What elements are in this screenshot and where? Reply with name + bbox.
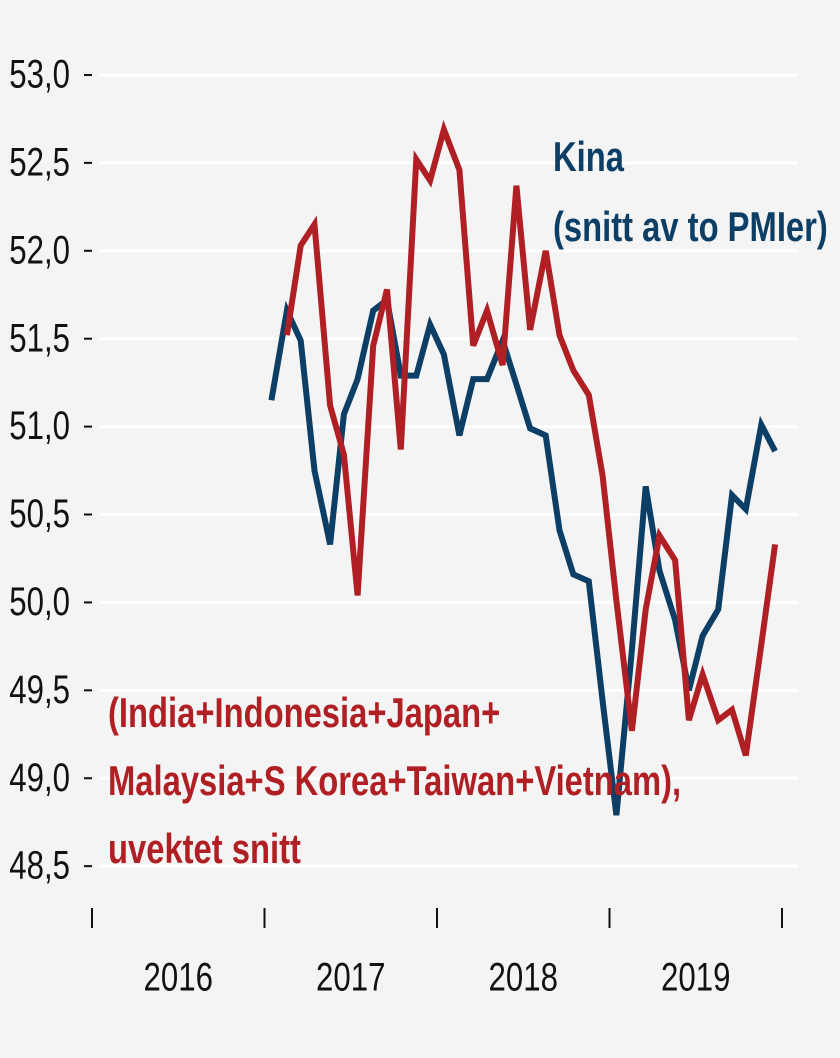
- y-tick-label: 51,5: [9, 316, 70, 361]
- annotation: uvektet snitt: [108, 825, 301, 872]
- y-tick-label: 50,5: [9, 491, 70, 536]
- y-tick-label: 50,0: [9, 579, 70, 624]
- y-tick-label: 52,0: [9, 228, 70, 273]
- y-tick-label: 49,0: [9, 755, 70, 800]
- y-tick-label: 49,5: [9, 667, 70, 712]
- annotation: (India+Indonesia+Japan+: [108, 689, 500, 736]
- y-tick-label: 51,0: [9, 403, 70, 448]
- annotation: Kina: [553, 133, 625, 180]
- annotation: (snitt av to PMIer): [553, 203, 828, 250]
- y-tick-label: 53,0: [9, 52, 70, 97]
- annotation: Malaysia+S Korea+Taiwan+Vietnam),: [108, 757, 681, 804]
- x-year-label: 2019: [661, 955, 730, 1000]
- x-year-label: 2016: [144, 955, 213, 1000]
- line-series: [283, 119, 779, 757]
- y-tick-label: 48,5: [9, 843, 70, 888]
- x-year-label: 2017: [316, 955, 385, 1000]
- y-tick-label: 52,5: [9, 140, 70, 185]
- x-year-label: 2018: [489, 955, 558, 1000]
- line-series: [268, 294, 778, 816]
